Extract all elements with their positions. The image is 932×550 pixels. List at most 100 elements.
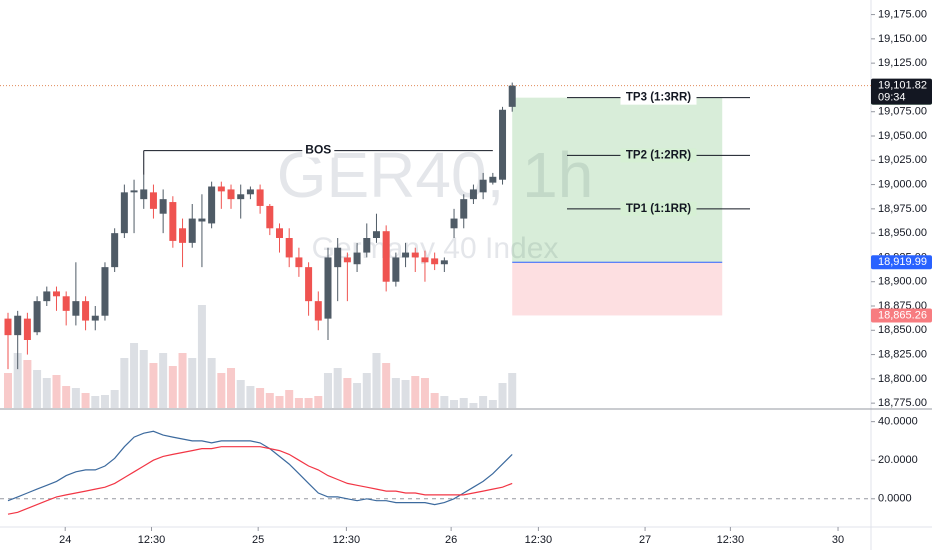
x-tick-label: 12:30 xyxy=(525,534,553,546)
y-tick-label: 19,150.00 xyxy=(878,33,927,45)
candle-body xyxy=(489,176,497,183)
volume-bar xyxy=(81,393,90,408)
candle-body xyxy=(159,199,167,214)
candle-body xyxy=(246,189,254,195)
candle-body xyxy=(285,238,293,258)
candle-body xyxy=(33,301,41,333)
candle-body xyxy=(508,85,516,107)
volume-bar xyxy=(285,390,294,408)
candle-body xyxy=(188,218,196,243)
bos-label: BOS xyxy=(305,143,331,157)
x-tick-label: 30 xyxy=(832,534,844,546)
countdown-label: 09:34 xyxy=(878,92,906,104)
candle-body xyxy=(479,179,487,193)
candle-body xyxy=(256,189,264,206)
candle-body xyxy=(402,252,410,258)
candle-body xyxy=(130,190,138,193)
candle-body xyxy=(324,257,332,319)
volume-bar xyxy=(401,380,410,408)
candle-body xyxy=(431,258,439,265)
candle-body xyxy=(111,233,119,268)
osc-tick-label: 40.0000 xyxy=(878,416,918,428)
y-tick-label: 18,850.00 xyxy=(878,324,927,336)
candle-body xyxy=(82,301,90,321)
volume-bar xyxy=(62,386,71,408)
y-tick-label: 18,975.00 xyxy=(878,203,927,215)
bos-label-bg xyxy=(302,143,335,158)
x-tick-label: 25 xyxy=(252,534,264,546)
volume-bar xyxy=(188,358,197,408)
volume-bar xyxy=(23,360,32,408)
volume-bar xyxy=(139,350,148,408)
candle-body xyxy=(179,228,187,243)
candle-body xyxy=(343,257,351,263)
loss-zone xyxy=(512,262,723,316)
candle-body xyxy=(460,199,468,219)
volume-bar xyxy=(372,353,381,408)
y-tick-label: 18,775.00 xyxy=(878,397,927,409)
volume-bar xyxy=(420,378,429,408)
price-tag-label: 18,919.99 xyxy=(878,256,927,268)
target-label: TP3 (1:3RR) xyxy=(626,92,691,104)
volume-bar xyxy=(430,393,439,408)
volume-bar xyxy=(508,373,517,408)
volume-bar xyxy=(71,388,80,408)
volume-bar xyxy=(391,378,400,408)
volume-bar xyxy=(236,380,245,408)
y-tick-label: 19,175.00 xyxy=(878,8,927,20)
volume-bar xyxy=(382,363,391,408)
volume-bar xyxy=(3,373,12,408)
candle-body xyxy=(314,301,322,321)
candle-body xyxy=(353,252,361,265)
volume-bar xyxy=(294,398,303,408)
volume-bar xyxy=(110,390,119,408)
candle-body xyxy=(227,189,235,200)
candle-body xyxy=(421,257,429,263)
candle-body xyxy=(149,192,157,209)
volume-bar xyxy=(256,388,265,408)
volume-bar xyxy=(265,393,274,408)
volume-bar xyxy=(207,358,216,408)
y-tick-label: 19,075.00 xyxy=(878,106,927,118)
target-label-bg xyxy=(620,148,697,163)
volume-bar xyxy=(227,368,236,408)
volume-bar xyxy=(149,363,158,408)
volume-bar xyxy=(343,378,352,408)
candle-body xyxy=(411,252,419,258)
volume-bar xyxy=(217,373,226,408)
x-tick-label: 12:30 xyxy=(717,534,745,546)
volume-bar xyxy=(498,383,507,408)
candle-body xyxy=(23,318,31,340)
candle-body xyxy=(334,247,342,268)
volume-bar xyxy=(275,396,284,408)
volume-bar xyxy=(333,368,342,408)
target-label: TP2 (1:2RR) xyxy=(626,149,691,161)
last-price-label: 19,101.82 xyxy=(878,80,927,92)
candle-body xyxy=(469,189,477,200)
candle-body xyxy=(101,267,109,316)
x-tick-label: 26 xyxy=(445,534,457,546)
target-label-bg xyxy=(620,201,697,216)
y-tick-label: 19,050.00 xyxy=(878,130,927,142)
y-tick-label: 19,025.00 xyxy=(878,154,927,166)
osc-tick-label: 20.0000 xyxy=(878,454,918,466)
volume-bar xyxy=(353,383,362,408)
volume-bar xyxy=(120,358,129,408)
last-price-tag xyxy=(871,78,932,105)
volume-bar xyxy=(130,343,139,408)
candle-body xyxy=(363,238,371,253)
volume-bar xyxy=(52,375,61,408)
volume-bar xyxy=(168,366,177,408)
volume-bar xyxy=(488,400,497,408)
profit-zone xyxy=(512,97,723,263)
volume-bar xyxy=(13,353,22,408)
price-tag xyxy=(871,308,932,323)
price-tag xyxy=(871,255,932,270)
x-tick-label: 27 xyxy=(639,534,651,546)
y-tick-label: 18,900.00 xyxy=(878,276,927,288)
volume-bar xyxy=(178,353,187,408)
volume-bar xyxy=(479,396,488,408)
volume-bar xyxy=(33,370,42,408)
candle-body xyxy=(382,231,390,282)
